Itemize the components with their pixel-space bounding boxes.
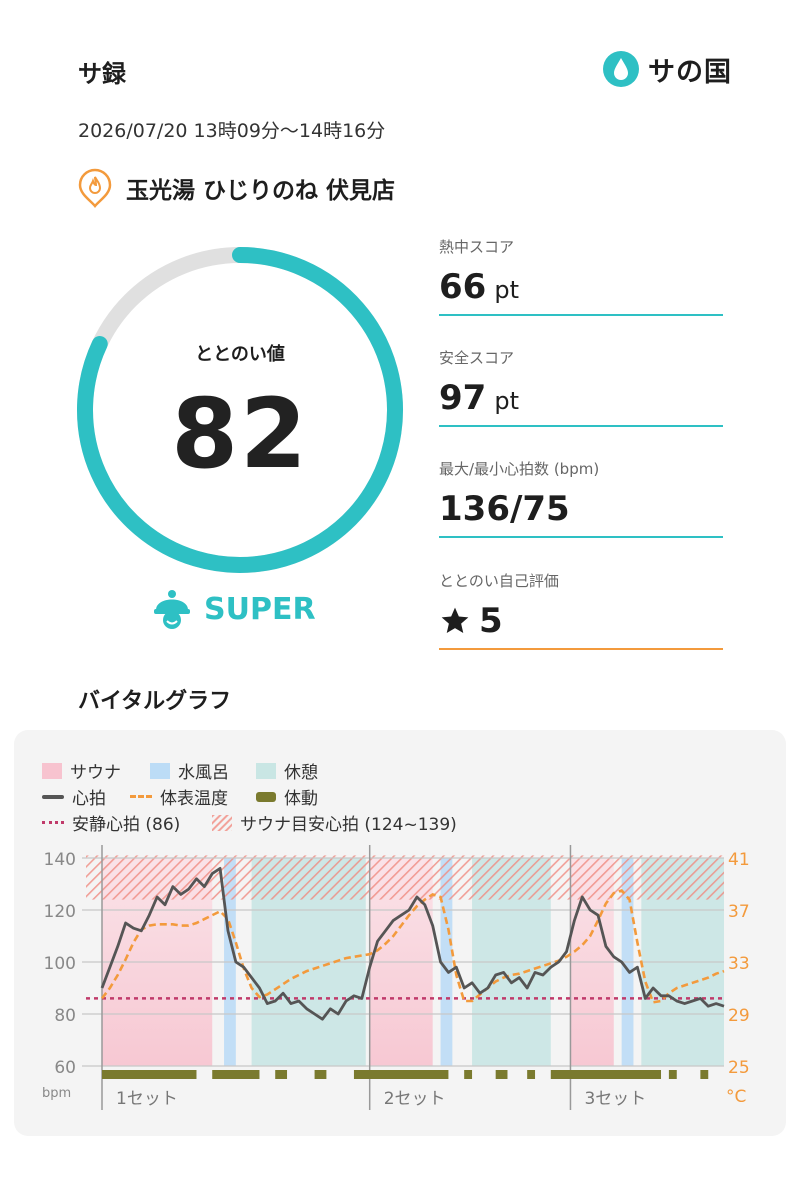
metric-self-rating: ととのい自己評価 5 [439, 570, 723, 650]
target-zone [86, 855, 724, 900]
legend-label: 水風呂 [178, 763, 229, 783]
metric-label: 安全スコア [439, 349, 515, 367]
section-title: バイタルグラフ [78, 689, 232, 714]
sauna-hat-icon [154, 590, 190, 629]
hatch-swatch [212, 814, 232, 831]
vital-chart: 140 120 100 80 60 41 37 33 29 25 bpm °C 1セット 2セット 3セット [42, 845, 750, 1110]
gauge-value: 82 [171, 378, 309, 490]
drop-icon [603, 51, 639, 87]
app-title: サ録 [78, 60, 126, 88]
movement-bar [495, 1070, 508, 1079]
legend-resting-hr: 安静心拍 (86) [42, 810, 180, 835]
metric-value: 136/75 [439, 489, 570, 529]
movement-bar [314, 1070, 327, 1079]
y2-tick-label: 29 [728, 1006, 750, 1026]
movement-bar [668, 1070, 677, 1079]
star-icon [441, 607, 469, 633]
y-tick-label: 120 [44, 902, 76, 922]
metric-value: 66 [439, 267, 487, 307]
legend-label: サウナ目安心拍 (124~139) [240, 815, 457, 835]
gauge-arc [77, 247, 403, 573]
movement-bar [527, 1070, 536, 1079]
y-tick-label: 60 [54, 1058, 76, 1078]
y2-axis-unit: °C [726, 1087, 746, 1107]
set-label: 3セット [584, 1089, 646, 1109]
metric-label: ととのい自己評価 [439, 572, 559, 590]
y2-tick-label: 37 [728, 902, 750, 922]
legend-water: 水風呂 [150, 758, 229, 783]
rank: SUPER [152, 588, 316, 630]
movement-bar [464, 1070, 473, 1079]
movement-bar [102, 1070, 197, 1079]
totonoi-gauge [77, 247, 403, 573]
legend-label: 心拍 [72, 789, 106, 809]
legend-target-zone: サウナ目安心拍 (124~139) [212, 810, 457, 835]
legend-label: 休憩 [284, 763, 318, 783]
metric-label: 最大/最小心拍数 (bpm) [439, 460, 600, 478]
movement-bar [353, 1070, 449, 1079]
y2-tick-label: 33 [728, 954, 750, 974]
facility-name: 玉光湯 ひじりのね 伏見店 [126, 178, 396, 204]
metric-value: 97 [439, 378, 487, 418]
metric-unit: pt [494, 276, 519, 304]
movement-bar [550, 1070, 662, 1079]
y2-tick-label: 41 [728, 850, 750, 870]
set-label: 1セット [116, 1089, 178, 1109]
movement-bar [212, 1070, 260, 1079]
y-tick-label: 140 [44, 850, 76, 870]
facility: 玉光湯 ひじりのね 伏見店 [78, 168, 395, 208]
legend-sauna: サウナ [42, 758, 121, 783]
y-axis-unit: bpm [42, 1086, 71, 1101]
legend-label: 安静心拍 (86) [72, 815, 181, 835]
y2-tick-label: 25 [728, 1058, 750, 1078]
sauna-location-icon [78, 168, 112, 208]
logo: サの国 [602, 50, 732, 88]
gauge-label: ととのい値 [195, 344, 285, 365]
legend-label: サウナ [70, 763, 121, 783]
legend-label: 体動 [284, 789, 318, 809]
metric-unit: pt [494, 387, 519, 415]
y-tick-label: 100 [44, 954, 76, 974]
session-datetime: 2026/07/20 13時09分〜14時16分 [78, 120, 386, 142]
metric-value: 5 [479, 601, 503, 641]
metric-label: 熱中スコア [439, 238, 515, 256]
legend-movement: 体動 [256, 784, 318, 809]
legend-rest: 休憩 [256, 758, 318, 783]
legend-hr: 心拍 [42, 784, 106, 809]
movement-bar [275, 1070, 288, 1079]
metric-safety-score: 安全スコア 97 pt [439, 347, 723, 427]
legend-label: 体表温度 [160, 789, 228, 809]
hr-line [100, 866, 725, 1021]
metric-heart-rate: 最大/最小心拍数 (bpm) 136/75 [439, 458, 723, 538]
y-tick-label: 80 [54, 1006, 76, 1026]
temp-line [100, 888, 725, 1004]
set-label: 2セット [384, 1089, 446, 1109]
movement-bar [700, 1070, 709, 1079]
rank-label: SUPER [204, 591, 316, 627]
logo-text: サの国 [648, 56, 732, 88]
legend-temp: 体表温度 [130, 784, 228, 809]
metric-heat-score: 熱中スコア 66 pt [439, 236, 723, 316]
